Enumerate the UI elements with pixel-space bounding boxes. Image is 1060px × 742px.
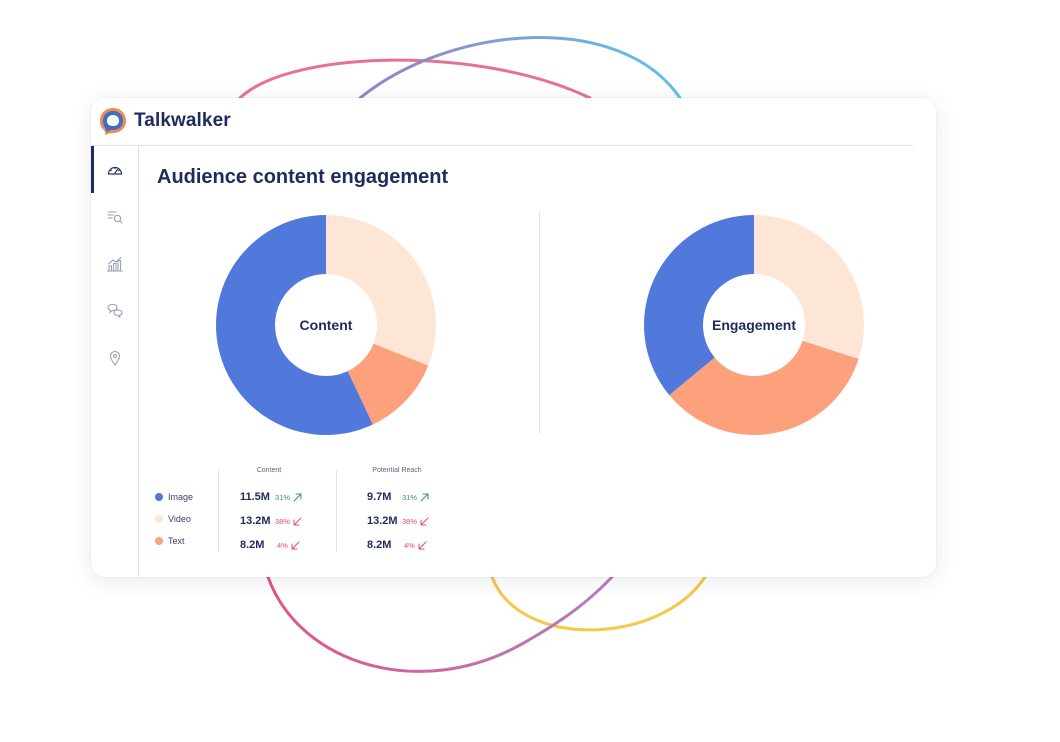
map-pin-icon xyxy=(109,350,120,366)
legend-item-text: Text xyxy=(155,533,185,549)
dashboard-window: Talkwalker xyxy=(91,98,936,577)
donut-slice-image xyxy=(216,215,373,435)
blue-curve xyxy=(358,36,682,100)
metric-value: 13.2M xyxy=(367,515,398,527)
legend-dot xyxy=(155,537,163,545)
content-cell-row-1: 11.5M 31% xyxy=(240,489,302,505)
yellow-curve xyxy=(490,575,707,632)
table-divider xyxy=(218,470,219,552)
talkwalker-logo-icon xyxy=(100,108,126,135)
legend-dot xyxy=(155,515,163,523)
metric-percent: 31% xyxy=(402,492,418,502)
reach-cell-row-3: 8.2M 4% xyxy=(367,537,427,553)
donut-slice-video xyxy=(754,215,864,359)
legend-item-video: Video xyxy=(155,511,191,527)
donut-slice-text xyxy=(669,340,859,435)
metric-percent: 4% xyxy=(277,540,288,550)
legend-dot xyxy=(155,493,163,501)
trend-down-icon xyxy=(418,541,427,549)
metric-percent: 38% xyxy=(275,516,291,526)
trend-up-icon xyxy=(420,493,429,501)
metric-value: 8.2M xyxy=(240,539,265,551)
sidebar-item-conversations[interactable] xyxy=(91,287,138,334)
reach-cell-row-2: 13.2M 38% xyxy=(367,513,429,529)
search-list-icon xyxy=(106,210,123,224)
trend-down-icon xyxy=(420,517,429,525)
legend-label: Image xyxy=(168,492,194,502)
bar-chart-icon xyxy=(106,256,123,272)
content-cell-row-3: 8.2M 4% xyxy=(240,537,300,553)
chat-bubbles-icon xyxy=(106,303,123,318)
metric-value: 11.5M xyxy=(240,491,270,503)
sidebar-item-dashboard[interactable] xyxy=(91,146,138,193)
engagement-donut-chart: Engagement xyxy=(644,215,864,435)
page-title: Audience content engagement xyxy=(157,166,449,188)
dashboard-icon xyxy=(107,166,122,175)
legend-label: Video xyxy=(168,514,191,524)
donut-slice-text xyxy=(347,343,429,425)
donut-slice-video xyxy=(326,215,436,366)
sidebar-item-locations[interactable] xyxy=(91,334,138,381)
chart-divider xyxy=(539,212,540,434)
legend-item-image: Image xyxy=(155,489,193,505)
brand-name: Talkwalker xyxy=(134,110,231,131)
column-header-potential-reach: Potential Reach xyxy=(372,467,422,474)
content-cell-row-2: 13.2M 38% xyxy=(240,513,302,529)
sidebar xyxy=(91,146,139,577)
reach-cell-row-1: 9.7M 31% xyxy=(367,489,429,505)
metric-value: 8.2M xyxy=(367,539,392,551)
magenta-purple-curve xyxy=(266,575,614,673)
donut-center-label: Content xyxy=(300,317,353,333)
trend-down-icon xyxy=(293,517,302,525)
metric-percent: 31% xyxy=(275,492,291,502)
donut-center-label: Engagement xyxy=(712,317,796,333)
content-donut-chart: Content xyxy=(216,215,436,435)
trend-up-icon xyxy=(293,493,302,501)
donut-slice-image xyxy=(644,215,754,396)
sidebar-item-search[interactable] xyxy=(91,193,138,240)
metric-percent: 38% xyxy=(402,516,418,526)
table-divider xyxy=(336,470,337,552)
metric-percent: 4% xyxy=(404,540,415,550)
sidebar-item-analytics[interactable] xyxy=(91,240,138,287)
top-bar: Talkwalker xyxy=(91,98,913,146)
metric-value: 13.2M xyxy=(240,515,271,527)
trend-down-icon xyxy=(291,541,300,549)
metric-value: 9.7M xyxy=(367,491,392,503)
pink-curve xyxy=(238,58,592,100)
column-header-content: Content xyxy=(256,467,282,474)
legend-label: Text xyxy=(168,536,185,546)
